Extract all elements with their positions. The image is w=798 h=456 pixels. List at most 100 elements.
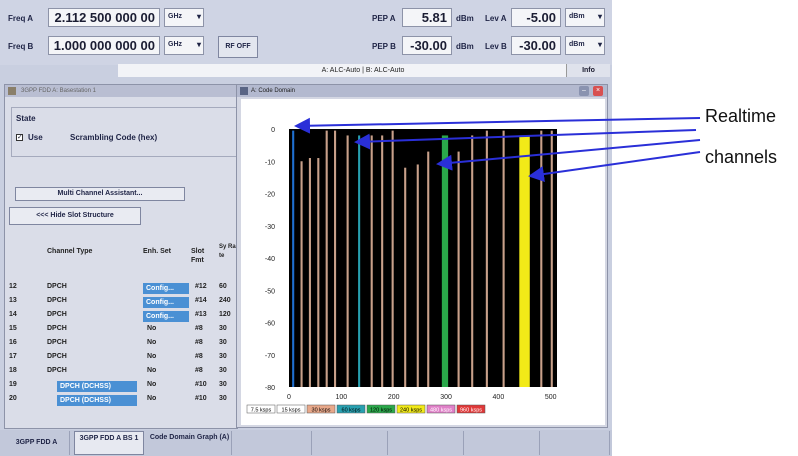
freq-b-unit-select[interactable]: GHz ▾ [164, 36, 204, 55]
slot-format: #8 [195, 339, 203, 346]
lev-a-unit-select[interactable]: dBm ▾ [565, 8, 605, 27]
legend-swatch [306, 404, 336, 414]
code-channel-bar [550, 130, 553, 388]
symbol-rate: 30 [219, 353, 227, 360]
channel-type-button[interactable]: DPCH (DCHSS) [57, 395, 137, 406]
legend-label: 480 ksps [430, 408, 452, 414]
code-channel-bar [485, 130, 488, 388]
use-checkbox[interactable]: ✓ [16, 134, 23, 141]
x-tick-label: 0 [287, 394, 291, 401]
softkey-empty[interactable] [388, 431, 464, 455]
row-number: 18 [9, 367, 17, 374]
code-channel-bar [317, 158, 320, 387]
legend-swatch [426, 404, 456, 414]
row-number: 20 [9, 395, 17, 402]
chevron-down-icon: ▾ [196, 12, 201, 21]
symbol-rate: 30 [219, 325, 227, 332]
config-button[interactable]: Config... [143, 311, 189, 322]
close-icon[interactable]: × [593, 86, 603, 96]
symbol-rate: 30 [219, 367, 227, 374]
chevron-down-icon: ▾ [597, 40, 602, 49]
enh-set-value: No [147, 325, 157, 332]
code-channel-bar [427, 151, 430, 387]
code-domain-chart: 0 -10 -20 -30 -40 -50 -60 -70 -80 0 100 200 300 400 50… [246, 127, 557, 414]
enh-set-value: No [147, 353, 157, 360]
freq-a-unit-select[interactable]: GHz ▾ [164, 8, 204, 27]
pep-b-unit: dBm [456, 42, 474, 51]
annotation-channels: channels [705, 147, 778, 167]
freq-a-input[interactable]: 2.112 500 000 00 [48, 8, 160, 27]
x-tick-label: 300 [440, 394, 452, 401]
lev-a-input[interactable]: -5.00 [511, 8, 561, 27]
multi-channel-assistant-button[interactable]: Multi Channel Assistant... [15, 187, 185, 201]
slot-format: #8 [195, 367, 203, 374]
config-button[interactable]: Config... [143, 297, 189, 308]
code-channel-bar [381, 135, 384, 387]
instrument-screen: Freq A 2.112 500 000 00 GHz ▾ Freq B 1.0… [0, 0, 612, 456]
code-channel-bar [292, 130, 295, 388]
legend-label: 960 ksps [460, 408, 482, 414]
freq-b-label: Freq B [8, 42, 34, 51]
x-tick-label: 500 [545, 394, 557, 401]
basestation-panel: 3GPP FDD A: Basestation 1 State ✓ Use Sc… [4, 84, 238, 429]
symbol-rate: 240 [219, 297, 231, 304]
legend-swatch [276, 404, 306, 414]
annotation-realtime: Realtime [705, 106, 777, 126]
table-row[interactable]: 16 DPCH No #8 30 [9, 339, 235, 351]
freq-a-unit-label: GHz [168, 13, 182, 20]
softkey-3gpp-fdd-a[interactable]: 3GPP FDD A [4, 431, 70, 455]
code-channel-bar [416, 164, 419, 387]
table-row[interactable]: 12 DPCH Config... #12 60 [9, 283, 235, 295]
softkey-code-domain-graph[interactable]: Code Domain Graph (A) [148, 431, 232, 455]
header-bar: Freq A 2.112 500 000 00 GHz ▾ Freq B 1.0… [0, 0, 612, 65]
state-group: State ✓ Use Scrambling Code (hex) [11, 107, 237, 157]
softkey-3gpp-fdd-a-bs1[interactable]: 3GPP FDD A BS 1 [74, 431, 144, 455]
table-row[interactable]: 18 DPCH No #8 30 [9, 367, 235, 379]
channel-type: DPCH [47, 325, 67, 332]
y-tick-label: 0 [271, 127, 275, 134]
code-channel-bar [334, 130, 337, 388]
table-row[interactable]: 13 DPCH Config... #14 240 [9, 297, 235, 309]
y-tick-label: -60 [265, 321, 275, 328]
rf-off-button[interactable]: RF OFF [218, 36, 258, 58]
softkey-empty[interactable] [464, 431, 540, 455]
info-button[interactable]: Info [566, 64, 610, 77]
legend-swatch [336, 404, 366, 414]
legend-label: 240 ksps [400, 408, 422, 414]
softkey-empty[interactable] [236, 431, 312, 455]
freq-b-input[interactable]: 1.000 000 000 00 [48, 36, 160, 55]
table-row[interactable]: 14 DPCH Config... #13 120 [9, 311, 235, 323]
pep-b-label: PEP B [372, 42, 396, 51]
code-channel-bar [370, 135, 373, 387]
row-number: 15 [9, 325, 17, 332]
config-button[interactable]: Config... [143, 283, 189, 294]
y-tick-label: -20 [265, 192, 275, 199]
table-row[interactable]: 20 DPCH (DCHSS) No #10 30 [9, 395, 235, 407]
table-row[interactable]: 15 DPCH No #8 30 [9, 325, 235, 337]
minimize-icon[interactable]: – [579, 86, 589, 96]
symbol-rate: 60 [219, 283, 227, 290]
channel-type-button[interactable]: DPCH (DCHSS) [57, 381, 137, 392]
lev-b-input[interactable]: -30.00 [511, 36, 561, 55]
channel-type: DPCH [47, 353, 67, 360]
table-row[interactable]: 17 DPCH No #8 30 [9, 353, 235, 365]
channel-type: DPCH [47, 367, 67, 374]
basestation-panel-titlebar: 3GPP FDD A: Basestation 1 [5, 85, 237, 97]
softkey-empty[interactable] [540, 431, 610, 455]
slot-format: #10 [195, 395, 207, 402]
symbol-rate: 30 [219, 381, 227, 388]
table-row[interactable]: 19 DPCH (DCHSS) No #10 30 [9, 381, 235, 393]
code-channel-bar [457, 151, 460, 387]
softkey-empty[interactable] [312, 431, 388, 455]
row-number: 16 [9, 339, 17, 346]
hide-slot-structure-button[interactable]: <<< Hide Slot Structure [9, 207, 141, 225]
code-channel-bar [391, 130, 394, 388]
legend-label: 15 ksps [282, 408, 301, 414]
symbol-rate: 30 [219, 395, 227, 402]
softkey-bar: 3GPP FDD A 3GPP FDD A BS 1 Code Domain G… [0, 430, 612, 456]
legend-label: 60 ksps [342, 408, 361, 414]
basestation-panel-title: 3GPP FDD A: Basestation 1 [21, 88, 96, 94]
slot-format: #8 [195, 325, 203, 332]
legend-label: 7.5 ksps [251, 408, 272, 414]
lev-b-unit-select[interactable]: dBm ▾ [565, 36, 605, 55]
